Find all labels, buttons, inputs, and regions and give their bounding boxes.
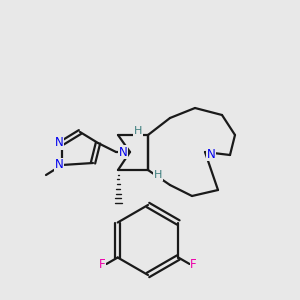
Text: N: N (55, 158, 63, 172)
Text: N: N (207, 148, 215, 160)
Text: F: F (190, 257, 197, 271)
Text: H: H (134, 126, 142, 136)
Text: N: N (118, 146, 127, 158)
Text: H: H (154, 170, 162, 180)
Text: F: F (99, 257, 106, 271)
Text: N: N (55, 136, 63, 149)
